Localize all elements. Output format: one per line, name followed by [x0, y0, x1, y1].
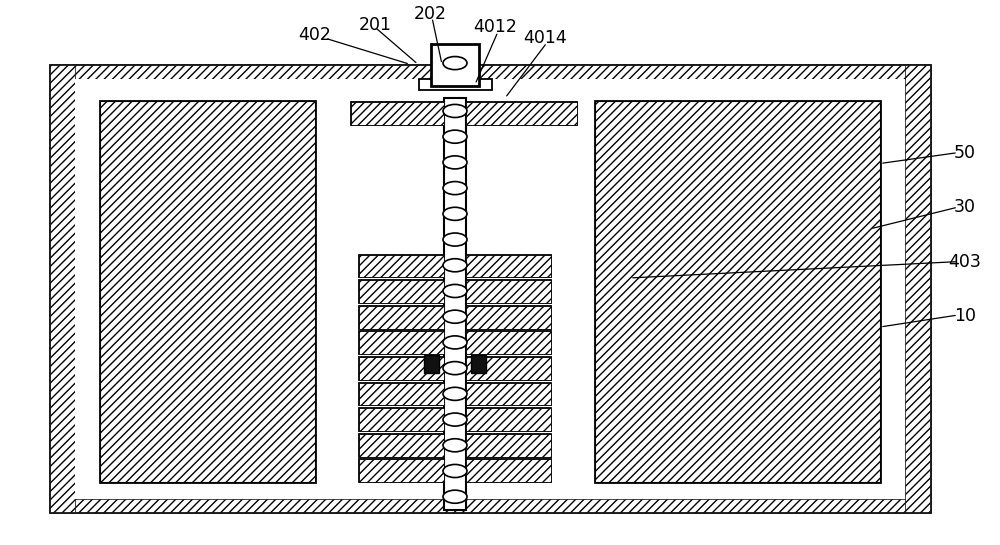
Circle shape — [443, 207, 467, 220]
Bar — [50, 65, 930, 512]
Bar — [359, 383, 444, 405]
Bar — [466, 306, 551, 329]
Bar — [466, 280, 551, 303]
Bar — [359, 434, 444, 457]
Bar — [595, 101, 880, 482]
Circle shape — [443, 233, 467, 246]
Bar — [466, 383, 551, 405]
Bar — [75, 79, 905, 499]
Bar — [359, 408, 444, 431]
Bar — [359, 331, 444, 354]
Bar — [466, 434, 551, 457]
Bar — [359, 434, 444, 457]
Text: 4012: 4012 — [473, 18, 517, 37]
Circle shape — [443, 336, 467, 349]
Bar — [359, 459, 444, 482]
Text: 10: 10 — [954, 307, 976, 325]
Circle shape — [443, 310, 467, 323]
Bar — [466, 280, 551, 303]
Bar — [359, 306, 444, 329]
Bar — [466, 357, 551, 380]
Circle shape — [443, 361, 467, 374]
Bar — [359, 280, 444, 303]
Text: 402: 402 — [299, 26, 331, 45]
Bar — [466, 102, 576, 125]
Bar — [466, 357, 551, 380]
Bar — [466, 459, 551, 482]
Bar — [100, 101, 315, 482]
Bar — [424, 355, 439, 373]
Bar — [466, 306, 551, 329]
Bar — [359, 459, 444, 482]
Bar — [359, 306, 444, 329]
Bar — [50, 65, 930, 79]
Circle shape — [443, 464, 467, 477]
Bar — [466, 408, 551, 431]
Text: 202: 202 — [414, 4, 446, 23]
Text: 4014: 4014 — [523, 29, 567, 47]
Bar — [359, 255, 444, 277]
Bar — [595, 101, 880, 482]
Bar — [466, 255, 551, 277]
Text: 403: 403 — [949, 252, 981, 271]
Circle shape — [443, 156, 467, 169]
Bar — [50, 499, 930, 512]
Text: 30: 30 — [954, 198, 976, 216]
Bar — [466, 408, 551, 431]
Bar — [351, 102, 444, 125]
Bar — [471, 355, 486, 373]
Bar — [466, 383, 551, 405]
Bar — [359, 357, 444, 380]
Circle shape — [443, 181, 467, 195]
Text: 50: 50 — [954, 143, 976, 162]
Circle shape — [443, 57, 467, 70]
Bar — [359, 383, 444, 405]
Bar — [466, 434, 551, 457]
Bar — [359, 331, 444, 354]
Bar — [100, 101, 315, 482]
Bar — [466, 255, 551, 277]
Circle shape — [443, 284, 467, 298]
Bar — [359, 408, 444, 431]
Bar — [359, 357, 444, 380]
Circle shape — [443, 130, 467, 143]
Bar — [466, 331, 551, 354]
Circle shape — [443, 105, 467, 118]
Bar — [431, 44, 479, 86]
Text: 201: 201 — [358, 15, 392, 34]
Bar — [466, 459, 551, 482]
Circle shape — [443, 413, 467, 426]
Bar — [466, 102, 576, 125]
Circle shape — [443, 439, 467, 452]
Bar — [905, 65, 930, 512]
Circle shape — [443, 490, 467, 503]
Bar — [351, 102, 444, 125]
Bar — [359, 255, 444, 277]
Bar — [418, 79, 492, 90]
Bar — [466, 331, 551, 354]
Circle shape — [443, 387, 467, 401]
Circle shape — [443, 259, 467, 272]
Bar — [359, 280, 444, 303]
Bar — [444, 98, 466, 510]
Bar — [50, 65, 75, 512]
